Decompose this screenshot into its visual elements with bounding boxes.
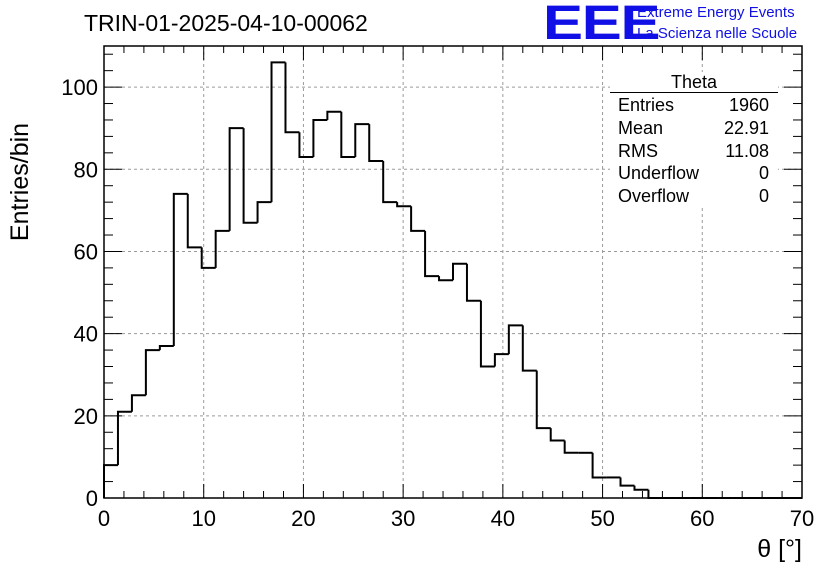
stats-value: 0 [758, 163, 769, 184]
histogram-bin [368, 124, 384, 163]
stats-row-underflow: Underflow 0 [610, 162, 778, 185]
histogram-bin [256, 201, 272, 223]
x-tick-label: 50 [590, 506, 614, 531]
x-tick-label: 30 [391, 506, 415, 531]
plot-frame [103, 45, 803, 499]
histogram-bin [465, 263, 481, 302]
histogram-bin [130, 394, 146, 412]
histogram-bin [647, 489, 663, 499]
histogram-bin [493, 353, 509, 367]
histogram-bin [396, 202, 412, 208]
stats-label: Entries [618, 95, 675, 115]
stats-label: Underflow [618, 163, 700, 184]
stats-value: 1960 [728, 95, 769, 115]
histogram-bin [158, 344, 174, 351]
histogram-bin [479, 300, 495, 368]
x-tick-label: 70 [790, 506, 814, 531]
histogram-bin [591, 452, 607, 479]
stats-label: RMS [618, 140, 658, 161]
stats-row-mean: Mean 22.91 [610, 117, 778, 140]
stats-row-overflow: Overflow 0 [610, 185, 778, 208]
x-tick-label: 60 [690, 506, 714, 531]
histogram-bin [312, 118, 328, 157]
y-tick-label: 80 [74, 157, 98, 182]
histogram-bin [438, 276, 453, 282]
x-tick-label: 10 [191, 506, 215, 531]
histogram-bin [172, 192, 188, 346]
x-tick-label: 0 [98, 506, 110, 531]
y-tick-label: 100 [61, 75, 98, 100]
histogram-bin [354, 123, 370, 157]
stats-value: 22.91 [723, 117, 769, 138]
stats-label: Mean [618, 117, 664, 138]
stats-value: 11.08 [725, 140, 769, 161]
histogram-bin [186, 193, 202, 249]
x-axis-label: θ [°] [757, 535, 802, 563]
stats-label: Overflow [618, 186, 690, 207]
stats-value: 0 [758, 186, 769, 207]
histogram-bin [382, 161, 398, 204]
eee-logo: EEE [543, 0, 661, 50]
logo-subtitle-line2: La Scienza nelle Scuole [637, 25, 798, 42]
histogram-bin [298, 132, 314, 158]
histogram-bin [507, 324, 523, 355]
stats-box: Theta Entries 1960 Mean 22.91 RMS 11.08 … [610, 72, 778, 208]
histogram-bin [144, 349, 160, 396]
logo-subtitle-line1: Extreme Energy Events [637, 4, 795, 21]
histogram-bin [242, 128, 258, 224]
histogram-bin [535, 370, 551, 430]
stats-box-title: Theta [610, 72, 778, 93]
histogram-bin [116, 410, 132, 466]
histogram-bin [424, 230, 440, 278]
y-axis-label: Entries/bin [6, 122, 34, 242]
histogram-bin [452, 262, 467, 281]
histogram-bin [563, 440, 579, 454]
x-tick-label: 40 [491, 506, 515, 531]
histogram-bin [103, 464, 118, 498]
histogram-bin [521, 325, 537, 372]
histogram-bin [633, 485, 649, 491]
y-tick-label: 40 [74, 322, 98, 347]
chart-title: TRIN-01-2025-04-10-00062 [84, 10, 368, 36]
stats-row-rms: RMS 11.08 [610, 140, 778, 163]
y-tick-label: 0 [86, 486, 98, 511]
histogram-bin [228, 127, 244, 231]
histogram-bin [214, 229, 230, 268]
histogram-bin [340, 111, 356, 158]
histogram-bin [549, 428, 565, 442]
histogram-bin [619, 477, 635, 487]
stats-row-entries: Entries 1960 [610, 94, 778, 117]
histogram-bin [410, 206, 426, 232]
x-tick-label: 20 [291, 506, 315, 531]
histogram-bin [326, 110, 342, 120]
y-tick-label: 20 [74, 404, 98, 429]
histogram-bin [200, 247, 216, 269]
histogram-bin [270, 61, 286, 203]
y-tick-label: 60 [74, 239, 98, 264]
histogram-bin [284, 62, 300, 134]
